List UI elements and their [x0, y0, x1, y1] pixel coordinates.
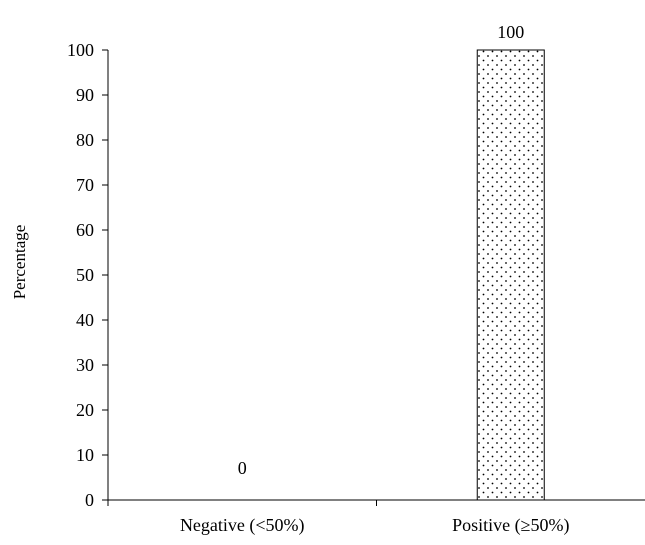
bar-2 — [476, 49, 545, 501]
y-axis-label: Percentage — [10, 225, 29, 300]
y-tick-label: 90 — [76, 85, 94, 105]
data-labels: 0 100 — [238, 22, 525, 478]
x-axis-ticks — [107, 500, 377, 506]
x-tick-label-2: Positive (≥50%) — [452, 515, 569, 536]
y-tick-label: 20 — [76, 400, 94, 420]
y-tick-label: 0 — [85, 490, 94, 510]
y-axis-ticks: 0 10 20 30 40 50 60 70 80 90 100 — [67, 40, 108, 510]
x-tick-label-1: Negative (<50%) — [180, 515, 305, 536]
bar-series — [476, 49, 545, 501]
x-tick-labels: Negative (<50%) Positive (≥50%) — [180, 515, 569, 536]
y-tick-label: 10 — [76, 445, 94, 465]
y-tick-label: 60 — [76, 220, 94, 240]
y-tick-label: 70 — [76, 175, 94, 195]
data-label-2: 100 — [497, 22, 524, 42]
data-label-1: 0 — [238, 458, 247, 478]
y-tick-label: 40 — [76, 310, 94, 330]
y-tick-label: 50 — [76, 265, 94, 285]
y-tick-label: 30 — [76, 355, 94, 375]
y-tick-label: 80 — [76, 130, 94, 150]
y-tick-label: 100 — [67, 40, 94, 60]
